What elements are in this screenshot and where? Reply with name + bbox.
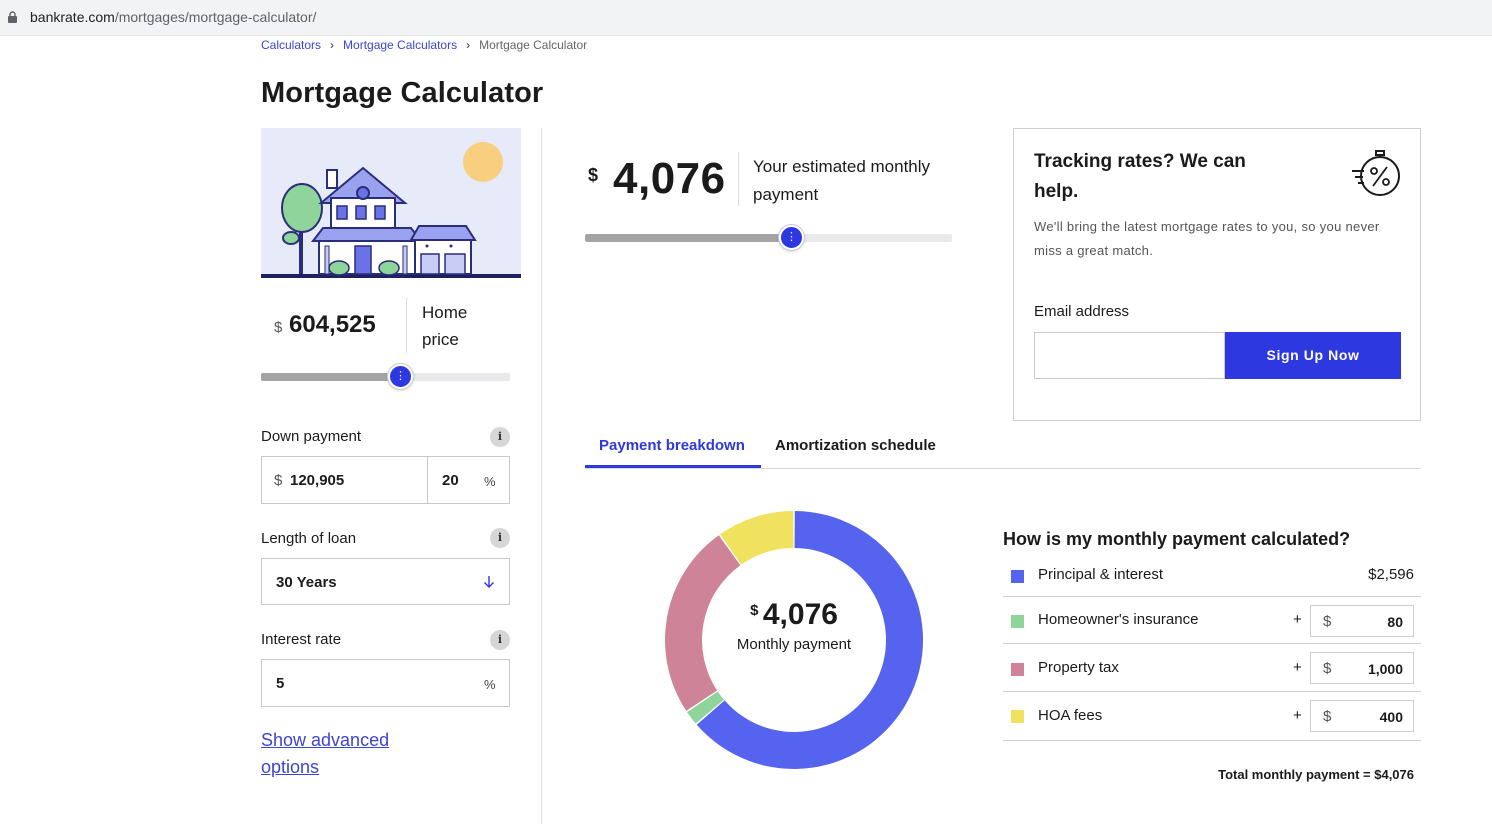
slider-handle[interactable]: [779, 225, 804, 250]
monthly-payment-currency: $: [588, 165, 599, 185]
donut-slice-homeowner-s-insurance[interactable]: [687, 691, 724, 724]
breakdown-label: Homeowner's insurance: [1038, 611, 1199, 628]
browser-address-bar[interactable]: bankrate.com/mortgages/mortgage-calculat…: [0, 0, 1492, 36]
currency-symbol: $: [1323, 708, 1332, 725]
interest-rate-value: 5: [276, 675, 285, 692]
rate-tracking-title: Tracking rates? We can help.: [1034, 151, 1246, 202]
breakdown-label: Principal & interest: [1038, 566, 1164, 583]
total-monthly-payment: Total monthly payment = $4,076: [1218, 767, 1414, 782]
input-value: 1,000: [1367, 661, 1403, 677]
currency-symbol: $: [274, 472, 283, 489]
breakdown-label: Property tax: [1038, 659, 1119, 676]
property-tax-input[interactable]: $ 1,000: [1310, 652, 1414, 684]
breakdown-row-homeowners-insurance: Homeowner's insurance + $ 80: [1003, 597, 1421, 644]
active-tab-indicator: [585, 465, 761, 468]
percent-symbol: %: [484, 677, 496, 692]
breadcrumb-mortgage-calculators[interactable]: Mortgage Calculators: [343, 38, 458, 52]
lock-icon: [8, 11, 17, 23]
donut-caption: Monthly payment: [736, 636, 852, 653]
breadcrumb-separator: ›: [466, 38, 471, 52]
plus-sign: +: [1293, 611, 1302, 628]
breadcrumb-calculators[interactable]: Calculators: [261, 38, 322, 52]
email-field[interactable]: [1034, 332, 1225, 379]
url-text[interactable]: bankrate.com/mortgages/mortgage-calculat…: [30, 9, 316, 25]
currency-symbol: $: [1323, 660, 1332, 677]
plus-sign: +: [1293, 659, 1302, 676]
donut-slice-property-tax[interactable]: [665, 535, 741, 711]
payment-tabs: Payment breakdown Amortization schedule: [585, 429, 1421, 469]
divider: [738, 152, 739, 206]
page-title: Mortgage Calculator: [261, 77, 544, 109]
hoa-fees-input[interactable]: $ 400: [1310, 700, 1414, 732]
url-host: bankrate.com: [30, 9, 115, 25]
home-price-value[interactable]: 604,525: [289, 311, 376, 338]
down-payment-amount-input[interactable]: $ 120,905: [261, 456, 428, 504]
rate-tracking-description: We'll bring the latest mortgage rates to…: [1034, 219, 1380, 258]
breakdown-value: $2,596: [1368, 566, 1414, 583]
slider-fill: [261, 373, 400, 381]
tab-amortization-schedule[interactable]: Amortization schedule: [775, 437, 936, 454]
email-label: Email address: [1034, 303, 1130, 320]
input-value: 400: [1379, 709, 1403, 725]
slider-fill: [585, 234, 791, 242]
url-path: /mortgages/mortgage-calculator/: [114, 9, 317, 25]
breakdown-row-principal-interest: Principal & interest $2,596: [1003, 560, 1421, 597]
divider: [406, 298, 407, 353]
breadcrumb-separator: ›: [330, 38, 335, 52]
breakdown-title: How is my monthly payment calculated?: [1003, 529, 1351, 549]
legend-swatch: [1011, 570, 1024, 583]
legend-swatch: [1011, 615, 1024, 628]
plus-sign: +: [1293, 707, 1302, 724]
breakdown-row-hoa-fees: HOA fees + $ 400: [1003, 692, 1421, 741]
info-icon[interactable]: i: [490, 427, 510, 447]
breakdown-label: HOA fees: [1038, 707, 1103, 724]
input-value: 80: [1387, 614, 1403, 630]
home-price-label: Home price: [422, 303, 468, 349]
donut-total-value: 4,076: [762, 598, 838, 631]
donut-slice-principal-interest[interactable]: [696, 511, 923, 769]
rate-tracking-card: Tracking rates? We can help. We'll bring…: [1013, 128, 1421, 421]
slider-handle[interactable]: [388, 364, 413, 389]
tab-payment-breakdown[interactable]: Payment breakdown: [599, 437, 745, 454]
home-price-currency: $: [274, 319, 283, 336]
home-price-display: $ 604,525 Home price: [261, 298, 511, 353]
stopwatch-percent-icon: [1352, 150, 1400, 196]
breadcrumb: Calculators › Mortgage Calculators › Mor…: [261, 38, 587, 52]
breadcrumb-current: Mortgage Calculator: [479, 38, 588, 52]
monthly-payment-value: 4,076: [613, 154, 726, 203]
donut-center-label: $ 4,076 Monthly payment: [704, 598, 884, 653]
down-payment-amount-value: 120,905: [290, 472, 345, 489]
donut-currency: $: [750, 602, 759, 619]
homeowners-insurance-input[interactable]: $ 80: [1310, 605, 1414, 637]
monthly-payment-slider[interactable]: [585, 225, 952, 250]
down-payment-label: Down payment: [261, 428, 362, 445]
percent-symbol: %: [484, 474, 496, 489]
show-advanced-options-link[interactable]: Show advanced options: [261, 730, 390, 777]
payment-donut-chart: [665, 511, 923, 769]
interest-rate-input[interactable]: 5 %: [261, 659, 510, 707]
breakdown-row-property-tax: Property tax + $ 1,000: [1003, 644, 1421, 692]
loan-length-label: Length of loan: [261, 530, 357, 547]
down-payment-percent-value: 20: [442, 472, 459, 489]
info-icon[interactable]: i: [490, 528, 510, 548]
home-price-slider[interactable]: [261, 364, 510, 389]
interest-rate-label: Interest rate: [261, 631, 342, 648]
donut-slice-hoa-fees[interactable]: [720, 511, 794, 565]
column-divider: [541, 128, 542, 824]
arrow-down-icon: [484, 576, 494, 588]
sign-up-button[interactable]: Sign Up Now: [1225, 332, 1401, 379]
down-payment-percent-input[interactable]: 20 %: [427, 456, 510, 504]
monthly-payment-label: Your estimated monthly payment: [753, 157, 931, 204]
currency-symbol: $: [1323, 613, 1332, 630]
loan-length-value: 30 Years: [276, 574, 337, 591]
house-illustration: [261, 128, 521, 278]
loan-length-select[interactable]: 30 Years: [261, 558, 510, 605]
info-icon[interactable]: i: [490, 630, 510, 650]
legend-swatch: [1011, 663, 1024, 676]
legend-swatch: [1011, 710, 1024, 723]
